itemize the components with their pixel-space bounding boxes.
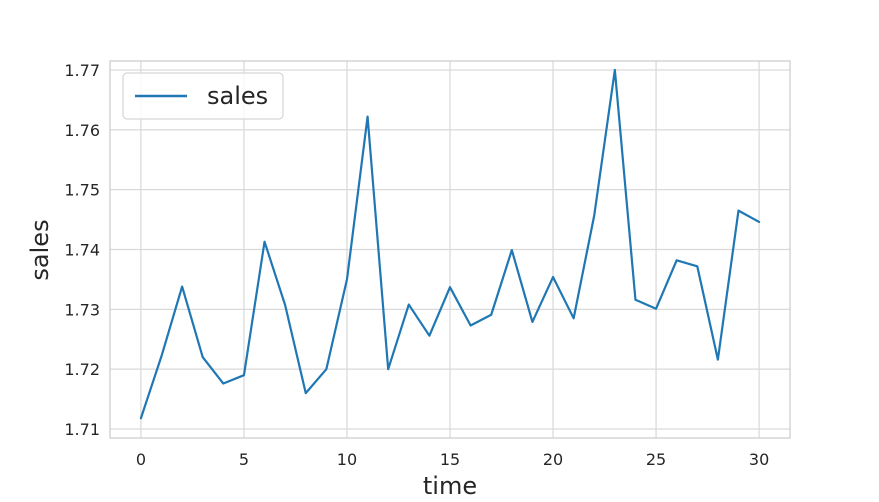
y-tick-label: 1.75	[64, 181, 100, 200]
y-tick-label: 1.74	[64, 241, 100, 260]
y-tick-label: 1.72	[64, 360, 100, 379]
x-tick-label: 10	[337, 450, 357, 469]
legend-box	[122, 72, 284, 120]
y-tick-label: 1.73	[64, 300, 100, 319]
y-tick-label: 1.71	[64, 420, 100, 439]
x-tick-label: 30	[749, 450, 769, 469]
grid-lines	[110, 61, 790, 438]
x-tick-label: 25	[646, 450, 666, 469]
y-axis-label: sales	[26, 219, 54, 280]
plot-frame	[109, 60, 791, 439]
legend: sales	[122, 72, 284, 120]
series-line-sales	[139, 68, 761, 420]
series-layer	[139, 68, 761, 420]
y-tick-label: 1.77	[64, 61, 100, 80]
x-tick-label: 20	[543, 450, 563, 469]
x-axis-label: time	[423, 472, 477, 500]
tick-labels: 0 5 10 15 20 25 30 1.71 1.72 1.73 1.74 1.75 1.76 1.77	[64, 61, 769, 469]
x-tick-label: 5	[239, 450, 249, 469]
legend-label-sales: sales	[207, 82, 268, 110]
y-tick-label: 1.76	[64, 121, 100, 140]
x-tick-label: 0	[136, 450, 146, 469]
x-tick-label: 15	[440, 450, 460, 469]
